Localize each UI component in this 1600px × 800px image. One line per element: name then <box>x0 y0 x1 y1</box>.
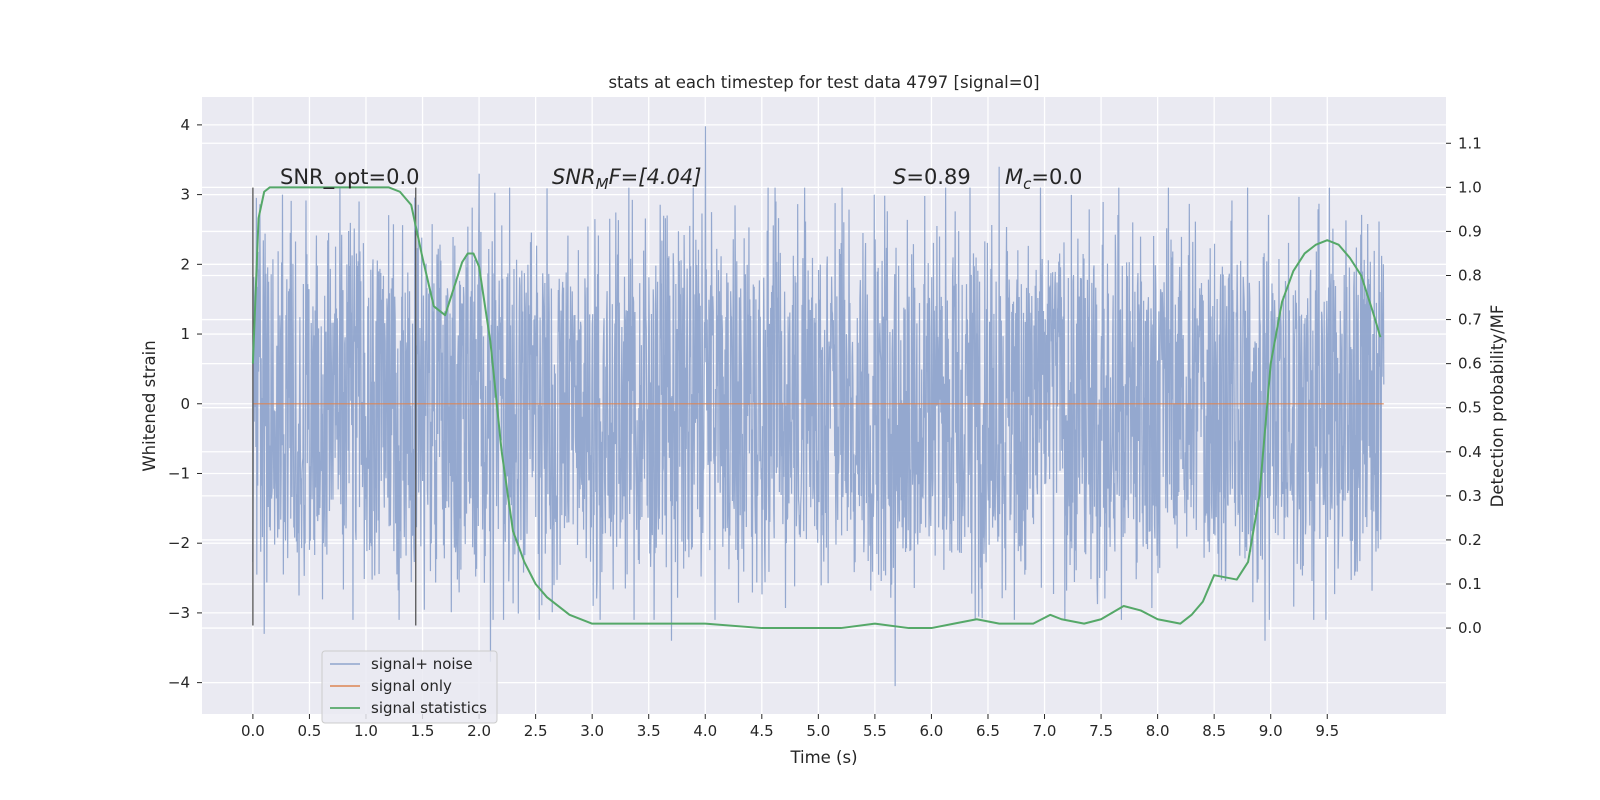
legend-box <box>321 650 498 724</box>
legend-label-signal-noise: signal+ noise <box>371 655 473 673</box>
x-tick-label-13: 6.5 <box>976 722 1000 740</box>
x-tick-label-14: 7.0 <box>1033 722 1057 740</box>
annotation-snr-mf-sub: M <box>596 175 609 193</box>
y-right-tick-label-6: 0.6 <box>1458 355 1482 373</box>
y-axis-left-ticks: −4 −3 −2 −1 0 1 2 3 4 <box>168 116 202 692</box>
x-tick-label-1: 0.5 <box>298 722 322 740</box>
x-tick-label-10: 5.0 <box>806 722 830 740</box>
y-right-tick-label-8: 0.8 <box>1458 266 1482 284</box>
y-axis-right-label: Detection probability/MF <box>1488 305 1507 508</box>
x-tick-label-19: 9.5 <box>1315 722 1339 740</box>
x-tick-label-11: 5.5 <box>863 722 887 740</box>
annotation-mc-sub: c <box>1023 175 1032 193</box>
x-tick-label-3: 1.5 <box>411 722 435 740</box>
x-tick-label-8: 4.0 <box>693 722 717 740</box>
y-left-tick-label-4: 0 <box>180 395 190 413</box>
y-axis-left-label: Whitened strain <box>140 340 159 471</box>
x-tick-label-9: 4.5 <box>750 722 774 740</box>
annotation-mc: Mc=0.0 <box>1005 165 1082 193</box>
x-tick-label-2: 1.0 <box>354 722 378 740</box>
y-left-tick-label-3: −1 <box>168 464 190 482</box>
x-tick-label-15: 7.5 <box>1089 722 1113 740</box>
y-left-tick-label-6: 2 <box>180 255 190 273</box>
x-tick-label-17: 8.5 <box>1202 722 1226 740</box>
y-right-tick-label-10: 1.0 <box>1458 178 1482 196</box>
signal-noise-line <box>252 126 1385 687</box>
y-right-tick-label-11: 1.1 <box>1458 134 1482 152</box>
y-right-tick-label-2: 0.2 <box>1458 531 1482 549</box>
vertical-markers <box>252 187 417 626</box>
y-right-tick-label-5: 0.5 <box>1458 399 1482 417</box>
annotation-snr-mf-base: SNR <box>552 165 596 189</box>
x-tick-label-5: 2.5 <box>524 722 548 740</box>
x-axis-label: Time (s) <box>789 748 857 767</box>
x-tick-label-0: 0.0 <box>241 722 265 740</box>
x-tick-label-6: 3.0 <box>580 722 604 740</box>
legend-label-signal-only: signal only <box>371 677 452 695</box>
annotation-snr-opt: SNR_opt=0.0 <box>280 165 420 190</box>
legend-label-signal-statistics: signal statistics <box>371 699 487 717</box>
annotation-s: S=0.89 <box>893 165 971 189</box>
annotation-s-rest: =0.89 <box>906 165 970 189</box>
y-right-tick-label-9: 0.9 <box>1458 222 1482 240</box>
annotation-snr-mf: SNRMF=[4.04] <box>552 165 701 193</box>
y-left-tick-label-0: −4 <box>168 674 190 692</box>
y-left-tick-label-7: 3 <box>180 186 190 204</box>
x-tick-label-12: 6.0 <box>920 722 944 740</box>
y-left-tick-label-8: 4 <box>180 116 190 134</box>
y-right-tick-label-7: 0.7 <box>1458 311 1482 329</box>
y-left-tick-label-1: −3 <box>168 604 190 622</box>
y-right-tick-label-0: 0.0 <box>1458 619 1482 637</box>
x-tick-label-7: 3.5 <box>637 722 661 740</box>
series-signal-statistics <box>251 186 1382 630</box>
annotation-mc-rest: =0.0 <box>1031 165 1082 189</box>
legend: signal+ noise signal only signal statist… <box>321 650 498 724</box>
y-right-tick-label-4: 0.4 <box>1458 443 1482 461</box>
x-tick-label-16: 8.0 <box>1146 722 1170 740</box>
y-left-tick-label-5: 1 <box>180 325 190 343</box>
annotation-snr-mf-rest: F=[4.04] <box>609 165 702 189</box>
x-tick-label-18: 9.0 <box>1259 722 1283 740</box>
chart-title: stats at each timestep for test data 479… <box>608 73 1039 92</box>
annotation-s-base: S <box>893 165 906 189</box>
y-right-tick-label-1: 0.1 <box>1458 575 1482 593</box>
y-left-tick-label-2: −2 <box>168 534 190 552</box>
signal-statistics-line <box>251 186 1382 630</box>
series-signal-noise <box>252 126 1385 687</box>
x-tick-label-4: 2.0 <box>467 722 491 740</box>
x-axis-ticks: 0.0 0.5 1.0 1.5 2.0 2.5 3.0 3.5 4.0 4.5 5.0 5.5 6.0 6… <box>241 714 1339 740</box>
y-axis-right-ticks: 0.0 0.1 0.2 0.3 0.4 0.5 0.6 0.7 0.8 0.9 1.0 1.1 <box>1446 134 1482 637</box>
annotation-mc-base: M <box>1005 165 1023 189</box>
y-right-tick-label-3: 0.3 <box>1458 487 1482 505</box>
